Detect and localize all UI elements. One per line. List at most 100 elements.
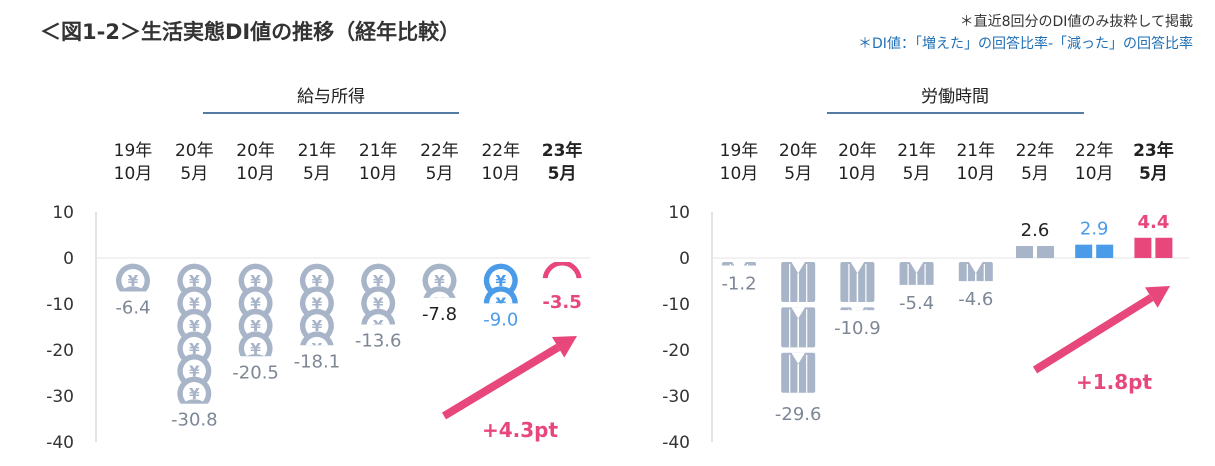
bar bbox=[1155, 237, 1173, 258]
value-label: -7.8 bbox=[422, 304, 457, 325]
data-mark: ¥¥¥¥¥ bbox=[238, 263, 273, 358]
data-mark bbox=[1016, 246, 1054, 258]
y-tick-label: -20 bbox=[46, 341, 74, 361]
svg-text:¥: ¥ bbox=[189, 362, 200, 380]
y-tick-label: 0 bbox=[679, 249, 690, 269]
category-label: 22年 bbox=[1016, 141, 1055, 161]
svg-text:¥: ¥ bbox=[312, 272, 323, 290]
data-mark: ¥ ¥ ¥ bbox=[361, 263, 396, 335]
data-mark bbox=[542, 262, 582, 279]
category-label: 5月 bbox=[303, 164, 331, 184]
yen-coin-icon bbox=[120, 286, 146, 292]
category-label: 10月 bbox=[236, 164, 275, 184]
data-mark bbox=[722, 262, 756, 266]
trend-arrow-head bbox=[1144, 286, 1170, 308]
svg-text:¥: ¥ bbox=[312, 340, 323, 358]
y-tick-label: -40 bbox=[46, 433, 74, 453]
change-annotation: +4.3pt bbox=[482, 418, 559, 442]
y-tick-label: 0 bbox=[63, 249, 74, 269]
value-label: -5.4 bbox=[899, 293, 934, 314]
yen-coin-icon bbox=[247, 354, 265, 357]
category-label: 10月 bbox=[114, 164, 153, 184]
y-tick-label: 10 bbox=[52, 203, 74, 223]
change-annotation: +1.8pt bbox=[1076, 370, 1153, 394]
svg-text:¥: ¥ bbox=[250, 340, 261, 358]
trend-arrow bbox=[441, 343, 561, 420]
data-mark: ¥¥ bbox=[483, 263, 518, 313]
y-tick-label: -40 bbox=[662, 433, 690, 453]
data-mark bbox=[781, 262, 816, 393]
bar bbox=[1016, 246, 1033, 258]
data-mark: ¥¥ bbox=[116, 263, 150, 292]
svg-text:¥: ¥ bbox=[434, 272, 445, 290]
value-label: -1.2 bbox=[721, 274, 756, 295]
svg-text:¥: ¥ bbox=[250, 272, 261, 290]
category-label: 5月 bbox=[1139, 164, 1168, 184]
category-label: 23年 bbox=[542, 140, 583, 161]
svg-text:¥: ¥ bbox=[312, 317, 323, 335]
trend-arrow-head bbox=[551, 336, 577, 358]
value-label: 2.6 bbox=[1021, 220, 1050, 241]
trend-arrow bbox=[1032, 294, 1154, 374]
y-tick-label: -10 bbox=[46, 295, 74, 315]
category-label: 20年 bbox=[175, 141, 214, 161]
data-mark bbox=[958, 262, 993, 282]
category-label: 19年 bbox=[114, 141, 153, 161]
svg-text:¥: ¥ bbox=[250, 317, 261, 335]
svg-text:¥: ¥ bbox=[373, 272, 384, 290]
bar bbox=[1075, 244, 1093, 258]
category-label: 10月 bbox=[481, 164, 520, 184]
category-label: 21年 bbox=[897, 141, 936, 161]
value-label: -13.6 bbox=[355, 331, 402, 352]
value-label: -18.1 bbox=[294, 351, 341, 372]
note-di-definition: ＊DI値：「増えた」の回答比率-「減った」の回答比率 bbox=[858, 36, 1193, 52]
svg-text:¥: ¥ bbox=[495, 295, 506, 313]
category-label: 10月 bbox=[720, 164, 759, 184]
category-label: 5月 bbox=[903, 164, 931, 184]
category-label: 23年 bbox=[1133, 140, 1174, 161]
data-mark bbox=[1134, 237, 1173, 258]
category-label: 10月 bbox=[1075, 164, 1114, 184]
value-label: -6.4 bbox=[115, 297, 150, 318]
category-label: 5月 bbox=[784, 164, 812, 184]
category-label: 10月 bbox=[359, 164, 398, 184]
y-tick-label: -30 bbox=[662, 387, 690, 407]
value-label: 4.4 bbox=[1137, 212, 1169, 233]
category-label: 22年 bbox=[1075, 141, 1114, 161]
data-mark: ¥ ¥ ¥ ¥ bbox=[299, 263, 334, 358]
category-label: 22年 bbox=[420, 141, 459, 161]
category-label: 22年 bbox=[481, 141, 520, 161]
svg-text:¥: ¥ bbox=[250, 295, 261, 313]
svg-text:¥: ¥ bbox=[189, 295, 200, 313]
value-label: -9.0 bbox=[483, 309, 518, 330]
data-mark bbox=[840, 262, 875, 311]
category-label: 5月 bbox=[180, 164, 208, 184]
value-label: -30.8 bbox=[171, 410, 218, 431]
value-label: 2.9 bbox=[1080, 219, 1109, 240]
svg-text:¥: ¥ bbox=[128, 272, 139, 290]
y-tick-label: -20 bbox=[662, 341, 690, 361]
value-label: -20.5 bbox=[232, 362, 279, 383]
category-label: 21年 bbox=[359, 141, 398, 161]
value-label: -10.9 bbox=[834, 318, 881, 339]
y-tick-label: -30 bbox=[46, 387, 74, 407]
yen-coin-icon bbox=[182, 399, 206, 404]
svg-text:¥: ¥ bbox=[189, 317, 200, 335]
svg-text:¥: ¥ bbox=[373, 317, 384, 335]
svg-text:¥: ¥ bbox=[373, 295, 384, 313]
svg-text:¥: ¥ bbox=[189, 340, 200, 358]
value-label: -3.5 bbox=[542, 292, 581, 313]
y-tick-label: 10 bbox=[668, 203, 690, 223]
category-label: 5月 bbox=[426, 164, 454, 184]
panel-title: 労働時間 bbox=[921, 87, 989, 107]
category-label: 10月 bbox=[956, 164, 995, 184]
panel-title: 給与所得 bbox=[297, 87, 365, 107]
category-label: 20年 bbox=[779, 141, 818, 161]
svg-text:¥: ¥ bbox=[189, 272, 200, 290]
category-label: 20年 bbox=[236, 141, 275, 161]
category-label: 21年 bbox=[298, 141, 337, 161]
yen-coin-icon bbox=[542, 262, 582, 279]
bar bbox=[1037, 246, 1054, 258]
category-label: 5月 bbox=[1021, 164, 1049, 184]
